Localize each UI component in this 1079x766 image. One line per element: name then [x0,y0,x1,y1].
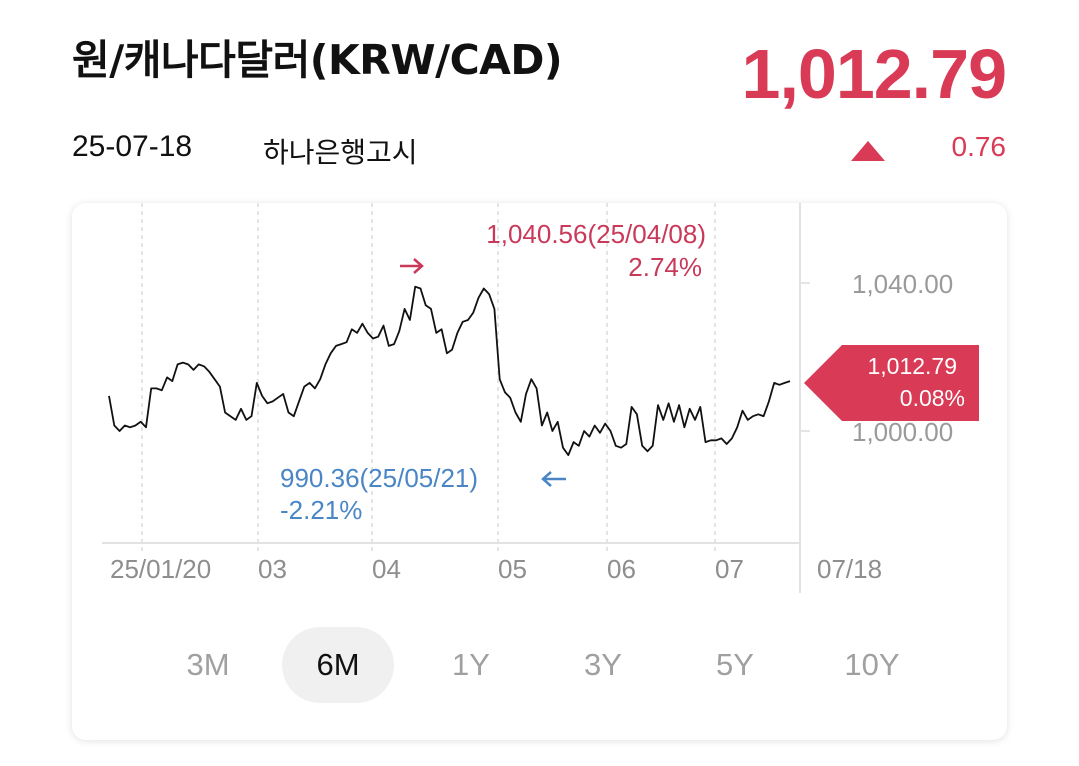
current-value-badge [804,345,979,421]
series-line [108,285,791,456]
x-tick-label: 25/01/20 [110,554,211,584]
arrow-right-icon [400,258,424,274]
up-triangle-icon [851,141,885,161]
period-button-3m[interactable]: 3M [186,647,230,682]
x-tick-label: 07/18 [817,554,882,584]
period-button-1y[interactable]: 1Y [452,647,490,682]
current-price: 1,012.79 [741,35,1007,113]
current-value-tag: 1,012.79 0.08% [804,345,979,421]
period-button-10y[interactable]: 10Y [844,647,900,682]
y-tick-label: 1,000.00 [852,417,953,447]
exchange-rate-chart[interactable]: 1,040.00 1,000.00 25/01/20 03 04 05 06 0… [72,203,1007,603]
quote-date: 25-07-18 [72,130,193,163]
current-pct: 0.08% [900,385,965,411]
y-tick-labels: 1,040.00 1,000.00 [852,269,953,447]
page-title: 원/캐나다달러(KRW/CAD) [72,36,563,84]
max-annotation: 1,040.56(25/04/08) 2.74% [400,219,706,282]
arrow-left-icon [541,471,566,487]
period-button-6m[interactable]: 6M [282,627,394,703]
quote-source: 하나은행고시 [263,136,418,169]
min-annotation: 990.36(25/05/21) -2.21% [280,463,566,525]
max-point-label: 1,040.56(25/04/08) [486,219,706,249]
max-point-pct: 2.74% [628,252,702,282]
x-tick-label: 04 [372,554,401,584]
min-point-label: 990.36(25/05/21) [280,463,478,493]
x-tick-label: 07 [715,554,744,584]
min-point-pct: -2.21% [280,495,362,525]
x-tick-labels: 25/01/20 03 04 05 06 07 07/18 [110,554,882,584]
x-tick-label: 05 [498,554,527,584]
current-value: 1,012.79 [867,353,957,379]
grid-lines [141,203,810,553]
x-tick-label: 06 [607,554,636,584]
price-change: 0.76 [951,131,1007,162]
period-selector: 3M 6M 1Y 3Y 5Y 10Y [72,627,1007,703]
chart-card: 1,040.00 1,000.00 25/01/20 03 04 05 06 0… [72,203,1007,740]
period-button-5y[interactable]: 5Y [716,647,754,682]
y-tick-label: 1,040.00 [852,269,953,299]
period-button-3y[interactable]: 3Y [584,647,622,682]
x-tick-label: 03 [258,554,287,584]
